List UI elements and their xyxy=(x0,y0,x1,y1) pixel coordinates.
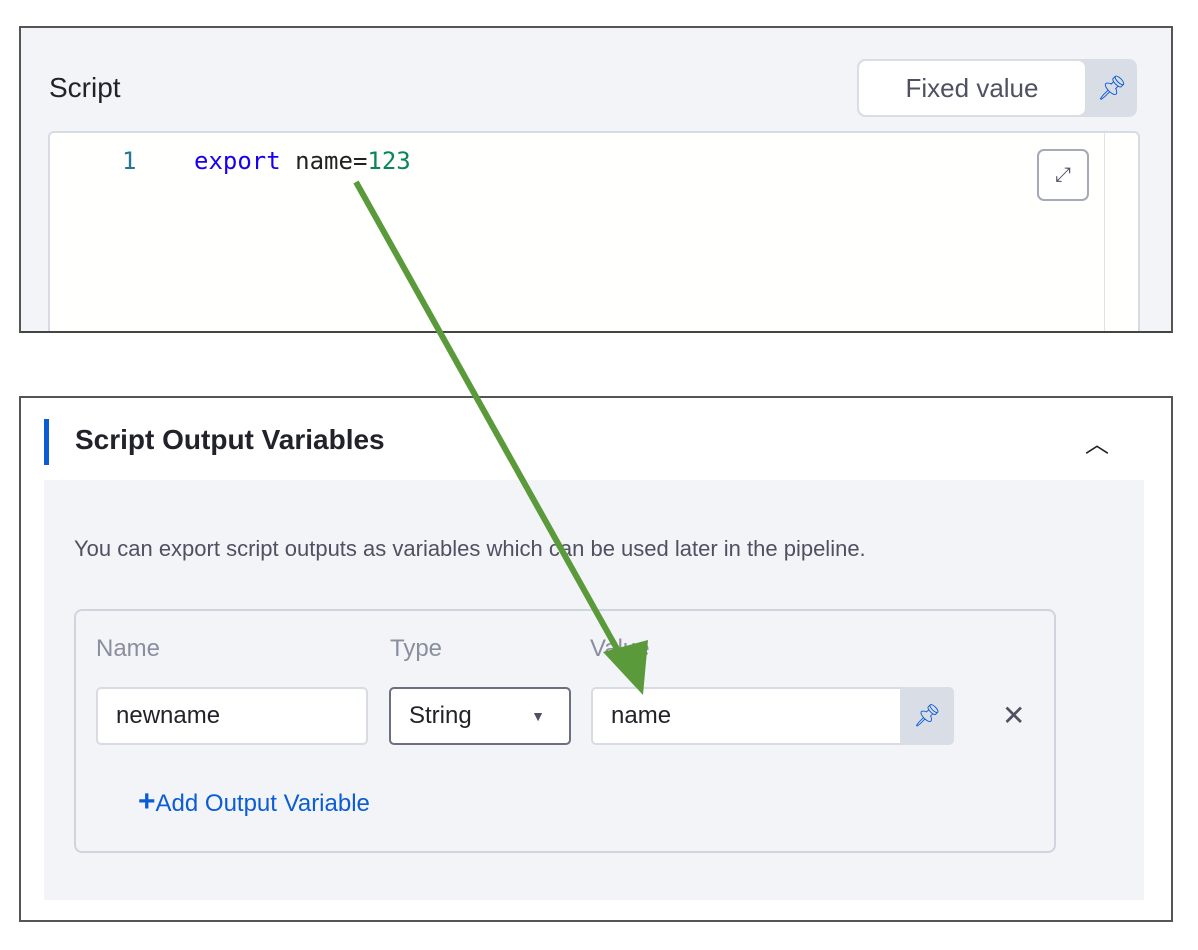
editor-scrollbar[interactable] xyxy=(1104,133,1105,331)
add-output-variable-label: Add Output Variable xyxy=(155,790,370,817)
section-title: Script Output Variables xyxy=(75,424,385,455)
script-label: Script xyxy=(49,72,121,103)
section-accent-bar xyxy=(44,419,49,465)
type-value: String xyxy=(409,702,472,729)
code-value: 123 xyxy=(367,147,411,175)
add-output-variable-button[interactable]: +Add Output Variable xyxy=(138,785,370,819)
expand-icon[interactable]: ⤢ xyxy=(1037,149,1089,201)
line-number: 1 xyxy=(122,147,137,175)
code-keyword: export xyxy=(194,147,281,175)
column-name: Name xyxy=(96,635,161,662)
close-icon[interactable]: ✕ xyxy=(1002,700,1026,731)
name-input[interactable]: newname xyxy=(96,687,368,745)
pin-icon[interactable]: 📌︎ xyxy=(900,687,954,745)
output-variables-panel: Script Output Variables ︿ You can export… xyxy=(19,396,1173,922)
value-input[interactable]: name xyxy=(591,687,903,745)
code-line[interactable]: export name=123 xyxy=(194,147,411,175)
chevron-up-icon[interactable]: ︿ xyxy=(1085,431,1109,458)
pin-icon[interactable]: 📌︎ xyxy=(1096,74,1128,102)
variables-box: Name Type Value newname String ▼ name 📌︎ … xyxy=(74,609,1056,853)
script-editor[interactable]: 1 export name=123 ⤢ xyxy=(48,131,1140,331)
fixed-value-control: Fixed value 📌︎ xyxy=(857,59,1137,117)
column-type: Type xyxy=(390,635,443,662)
section-body: You can export script outputs as variabl… xyxy=(44,480,1144,900)
type-select[interactable]: String ▼ xyxy=(389,687,571,745)
plus-icon: + xyxy=(138,785,156,818)
column-value: Value xyxy=(590,635,650,662)
script-panel: Script Fixed value 📌︎ 1 export name=123 … xyxy=(19,26,1173,333)
fixed-value-button[interactable]: Fixed value xyxy=(859,61,1085,115)
caret-down-icon: ▼ xyxy=(531,708,545,724)
code-identifier: name= xyxy=(280,147,368,175)
section-description: You can export script outputs as variabl… xyxy=(74,536,866,561)
